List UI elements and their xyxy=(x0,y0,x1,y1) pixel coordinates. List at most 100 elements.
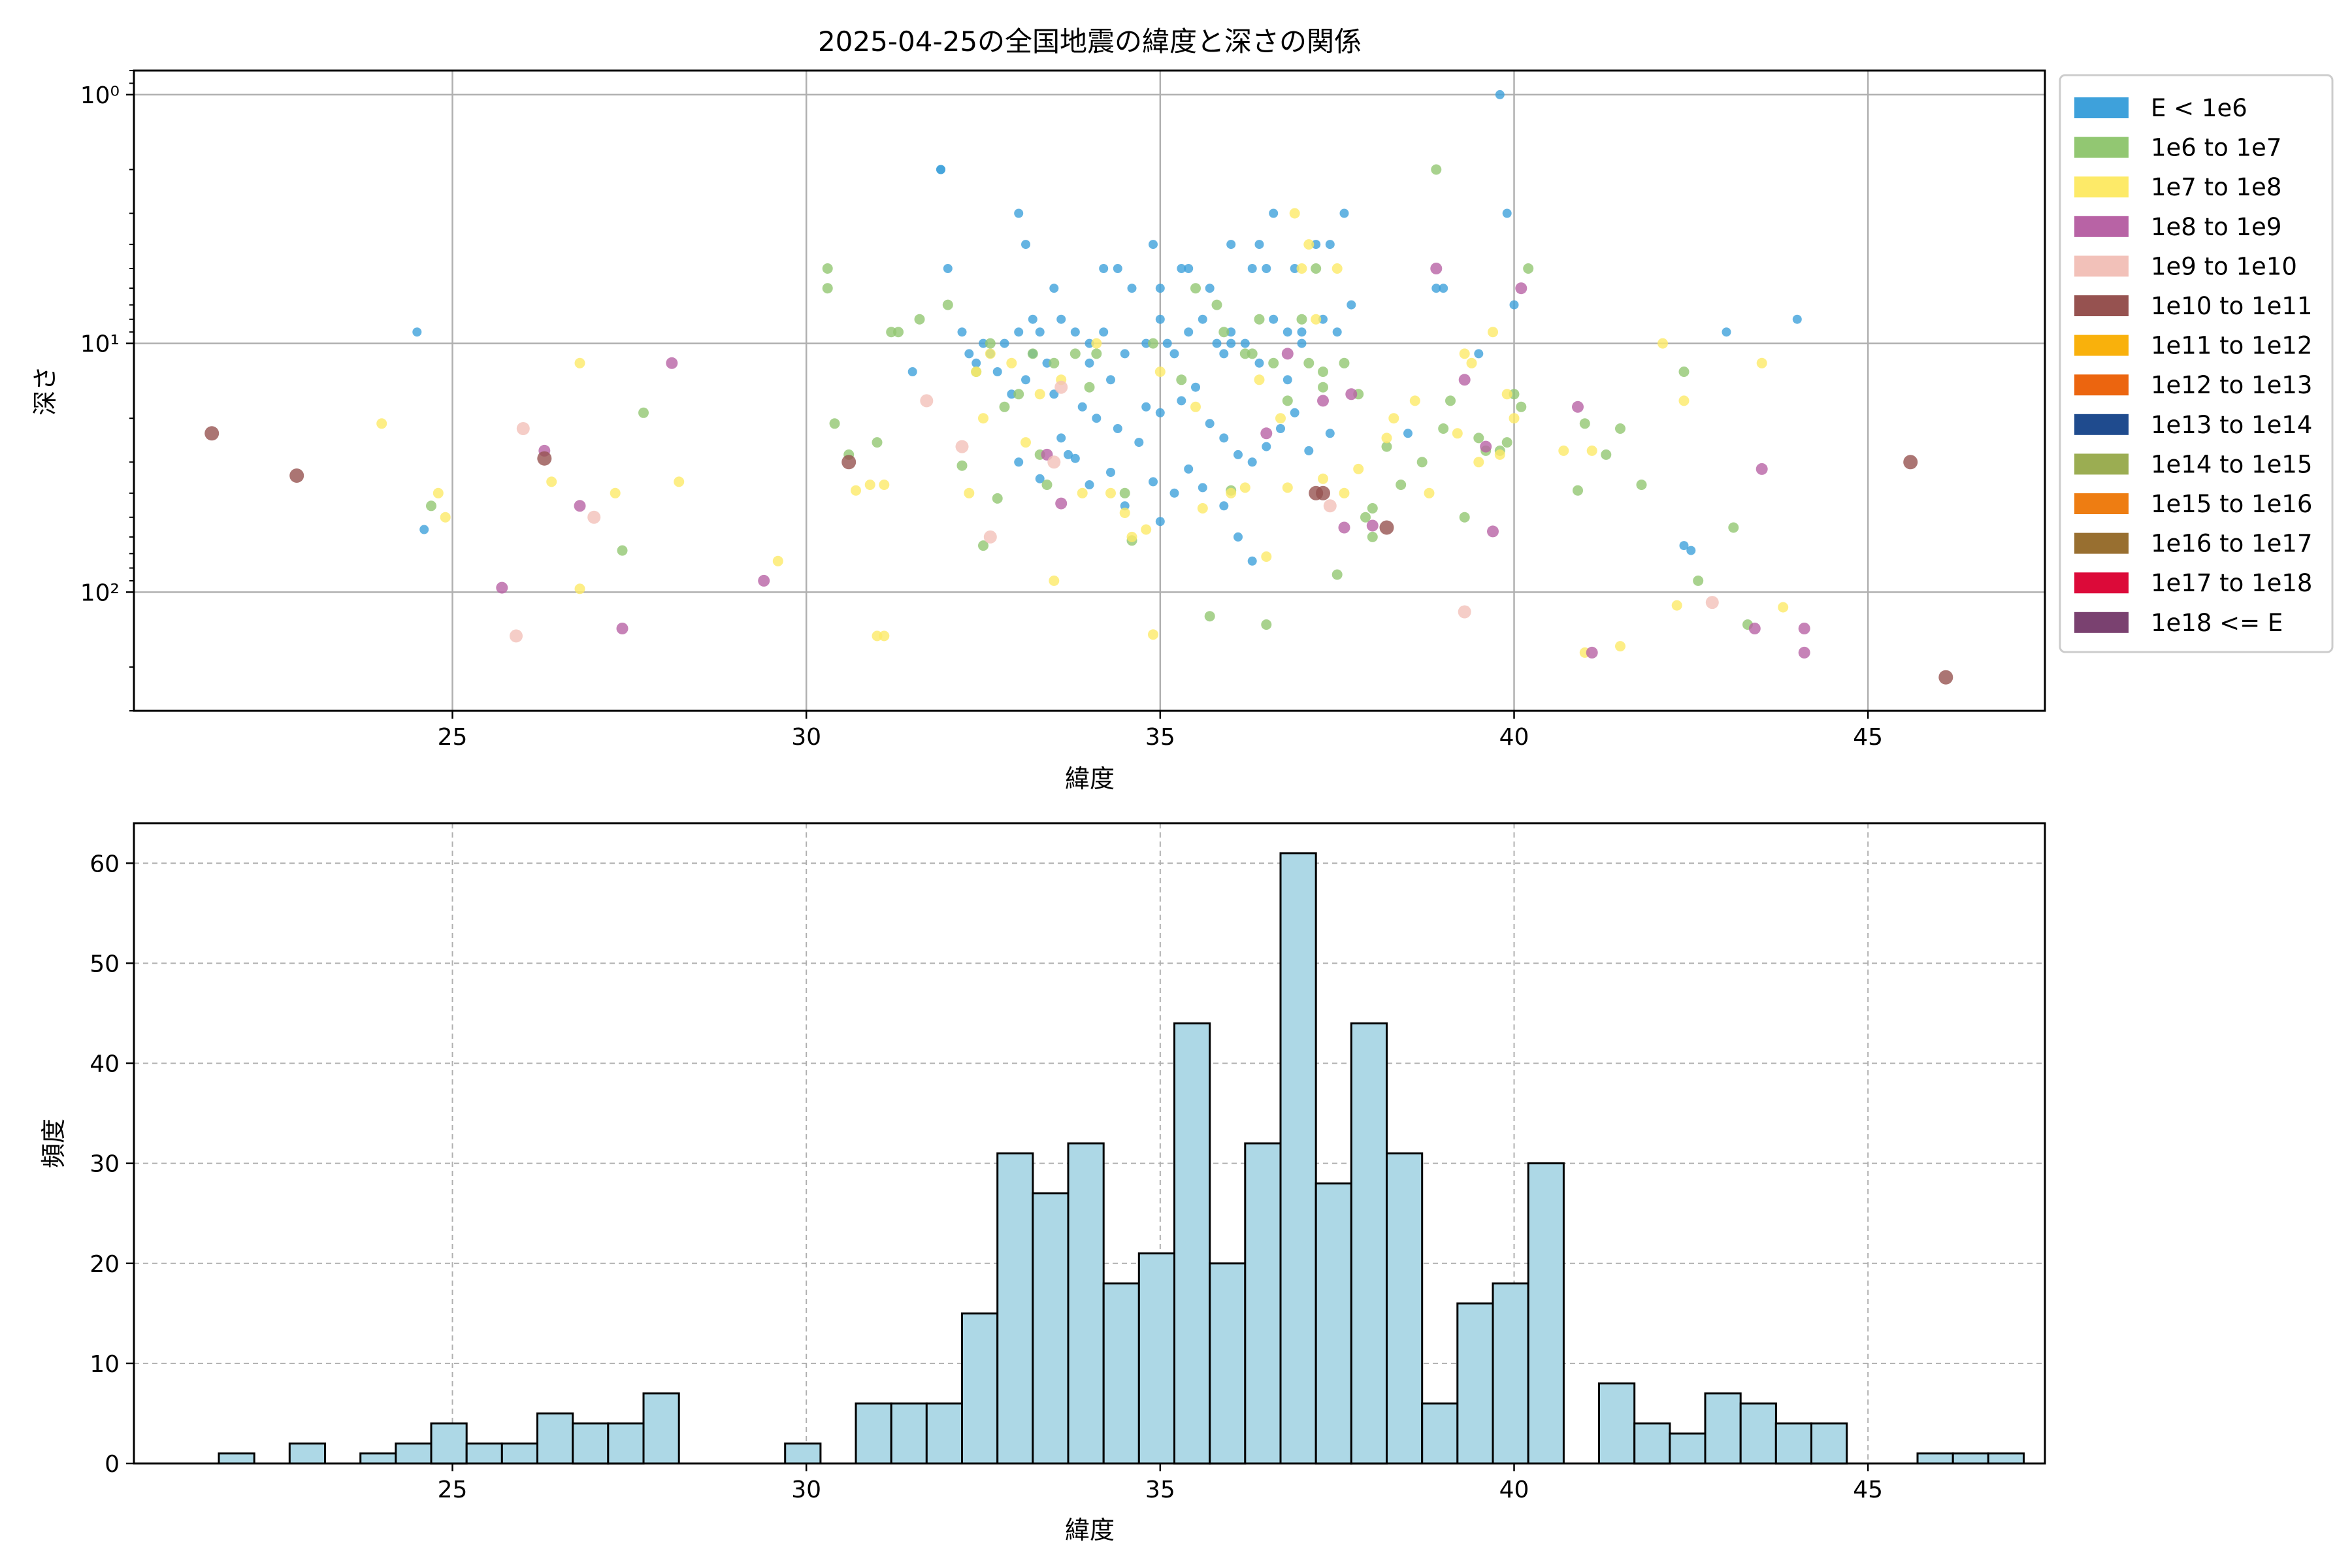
scatter-point xyxy=(510,629,523,643)
legend-label: 1e18 <= E xyxy=(2151,609,2283,637)
scatter-point xyxy=(1177,396,1186,406)
scatter-point xyxy=(1218,327,1230,338)
scatter-point xyxy=(1466,357,1477,368)
legend-label: 1e13 to 1e14 xyxy=(2151,411,2312,439)
scatter-point xyxy=(1304,446,1314,455)
scatter-point xyxy=(1798,623,1810,634)
scatter-point xyxy=(1693,575,1704,586)
scatter-point xyxy=(1092,414,1102,423)
histogram-bar xyxy=(359,1452,397,1465)
scatter-point xyxy=(1141,402,1151,412)
scatter-point xyxy=(1748,623,1761,634)
histogram-x-tick-label: 35 xyxy=(1145,1477,1175,1503)
scatter-point xyxy=(864,480,875,490)
scatter-point xyxy=(1260,427,1273,440)
scatter-point xyxy=(1586,646,1598,659)
scatter-point xyxy=(872,437,883,448)
scatter-point xyxy=(1254,358,1264,368)
scatter-point xyxy=(1169,488,1179,498)
scatter-point xyxy=(1149,240,1158,250)
scatter-point xyxy=(1047,455,1061,469)
scatter-points xyxy=(204,90,1953,685)
histogram-axes-frame xyxy=(133,822,2046,1465)
scatter-point xyxy=(1367,531,1378,542)
legend-label: 1e16 to 1e17 xyxy=(2151,530,2312,558)
scatter-point xyxy=(1636,480,1647,490)
scatter-point xyxy=(1106,468,1115,477)
legend-label: 1e11 to 1e12 xyxy=(2151,332,2312,360)
scatter-point xyxy=(1034,389,1045,400)
histogram-x-tick-label: 25 xyxy=(438,1477,468,1503)
legend-swatch xyxy=(2074,255,2129,277)
scatter-point xyxy=(1091,338,1102,349)
scatter-point xyxy=(1494,449,1505,460)
legend-swatch xyxy=(2074,335,2129,356)
scatter-point xyxy=(1049,575,1060,586)
scatter-point xyxy=(1054,380,1068,394)
histogram-bar xyxy=(1279,852,1317,1465)
scatter-point xyxy=(1155,408,1165,417)
scatter-point xyxy=(1106,375,1115,385)
scatter-y-tick-label: 10² xyxy=(80,580,120,606)
scatter-point xyxy=(1318,314,1328,324)
scatter-point xyxy=(1247,457,1257,467)
histogram-bar xyxy=(1598,1382,1636,1465)
histogram-bar xyxy=(996,1152,1034,1465)
scatter-point xyxy=(1064,449,1073,459)
scatter-point xyxy=(638,407,649,418)
scatter-point xyxy=(1077,487,1088,498)
scatter-point xyxy=(1318,382,1328,393)
scatter-point xyxy=(574,583,585,595)
scatter-point xyxy=(1311,240,1321,250)
scatter-point xyxy=(1041,480,1053,490)
histogram-bar xyxy=(1386,1152,1424,1465)
legend: E < 1e6 1e6 to 1e7 1e7 to 1e8 1e8 to 1e9 1e9… xyxy=(2059,74,2334,653)
scatter-point xyxy=(1289,208,1300,219)
scatter-point xyxy=(617,545,628,556)
histogram-x-tick-label: 30 xyxy=(791,1477,821,1503)
histogram-bar xyxy=(642,1392,680,1465)
scatter-point xyxy=(1070,327,1080,337)
scatter-point xyxy=(1345,388,1358,400)
histogram-y-tick-label: 60 xyxy=(90,851,120,877)
scatter-x-tick-label: 30 xyxy=(791,724,821,751)
scatter-point xyxy=(1148,629,1158,640)
scatter-point xyxy=(1282,375,1292,385)
scatter-point xyxy=(433,487,444,498)
scatter-point xyxy=(1055,497,1068,510)
scatter-point xyxy=(943,264,953,273)
scatter-point xyxy=(1452,428,1463,439)
scatter-point xyxy=(587,510,601,524)
histogram-bar xyxy=(395,1442,433,1465)
scatter-point xyxy=(1247,556,1257,566)
legend-label: 1e10 to 1e11 xyxy=(2151,292,2312,320)
legend-swatch xyxy=(2074,374,2129,396)
legend-swatch xyxy=(2074,97,2129,118)
scatter-x-tick-label: 25 xyxy=(438,724,468,751)
scatter-point xyxy=(1438,423,1449,434)
scatter-point xyxy=(978,413,988,424)
scatter-y-tick-label: 10⁰ xyxy=(80,82,120,109)
scatter-point xyxy=(1070,453,1080,463)
scatter-point xyxy=(1085,358,1094,368)
scatter-point xyxy=(1296,263,1307,274)
scatter-point xyxy=(907,367,917,376)
scatter-point xyxy=(1501,437,1512,448)
scatter-point xyxy=(1756,463,1768,475)
scatter-point xyxy=(1331,263,1343,274)
histogram-bar xyxy=(1739,1402,1777,1465)
legend-swatch xyxy=(2074,572,2129,594)
scatter-point xyxy=(1070,348,1081,359)
legend-label: 1e12 to 1e13 xyxy=(2151,371,2312,399)
scatter-point xyxy=(1262,442,1271,451)
scatter-x-tick-label: 45 xyxy=(1853,724,1883,751)
scatter-point xyxy=(822,263,833,274)
scatter-point xyxy=(496,581,508,594)
scatter-point xyxy=(1339,487,1350,498)
scatter-point xyxy=(1678,367,1690,377)
histogram-bar xyxy=(1456,1302,1494,1465)
scatter-point xyxy=(1197,503,1208,514)
scatter-point xyxy=(1113,264,1122,273)
histogram-bar xyxy=(500,1442,538,1465)
scatter-point xyxy=(1177,264,1186,273)
